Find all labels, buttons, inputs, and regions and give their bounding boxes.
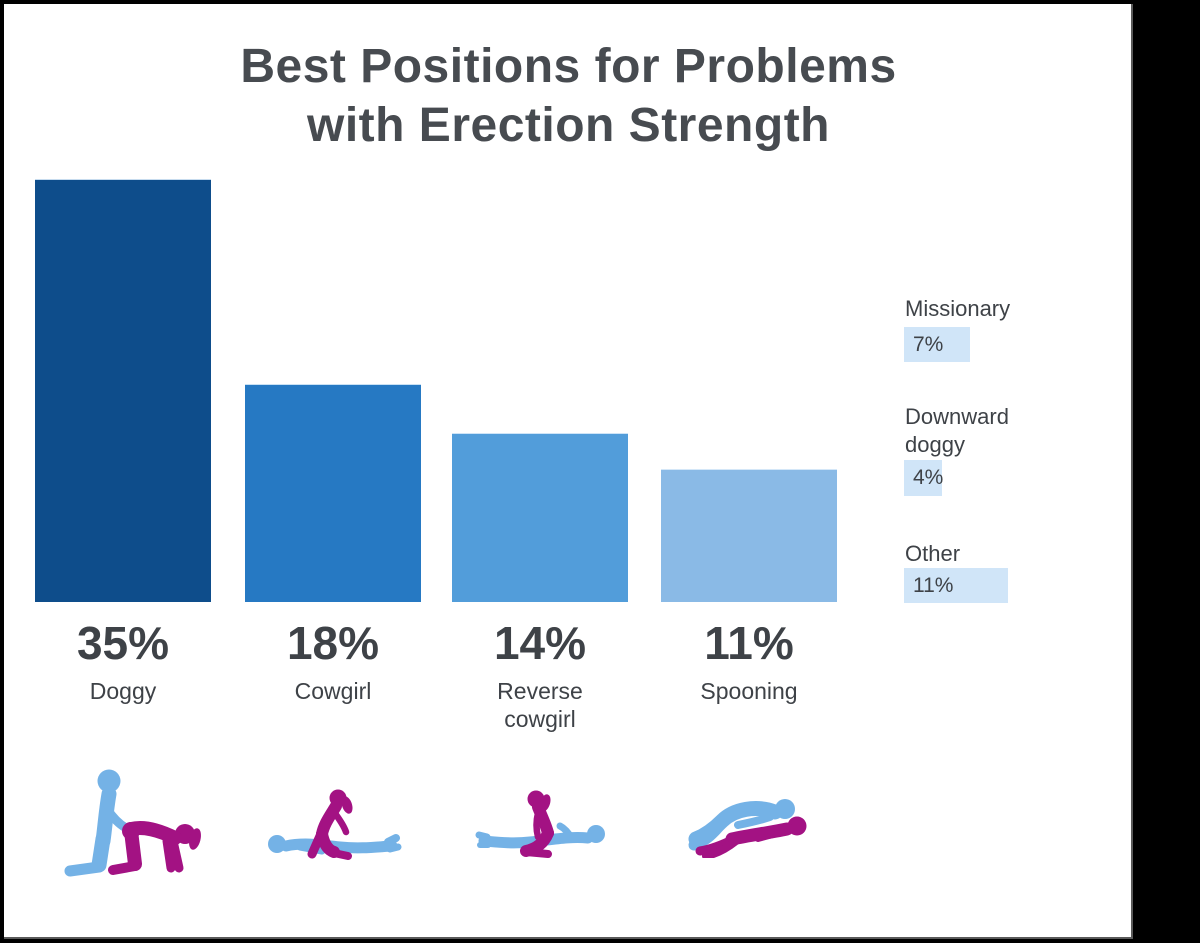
chart-title-line1: Best Positions for Problems [240,40,897,93]
legend-label-missionary: Missionary [905,296,1011,321]
male-figure [475,822,605,849]
cowgirl-position-icon [268,789,402,860]
legend-value-missionary: 7% [913,333,944,356]
value-label-cowgirl: 18% [286,617,380,669]
value-label-spooning: 11% [704,617,794,669]
doggy-position-icon [64,769,201,877]
chart-title-line2: with Erection Strength [306,99,830,152]
category-label-reverse-cowgirl: Reverse cowgirl [497,678,583,732]
legend-value-downward-doggy: 4% [913,466,944,489]
category-label-cowgirl: Cowgirl [294,678,372,704]
female-figure [108,821,201,875]
legend-label-downward-doggy: Downward doggy [905,404,1009,457]
spooning-position-icon [688,799,807,858]
category-label-spooning: Spooning [700,678,798,704]
legend-chip-other: 11% [904,568,1008,603]
bar-spooning [661,468,837,602]
value-label-reverse-cowgirl: 14% [493,617,587,669]
legend-chip-missionary: 7% [904,327,971,362]
female-figure [695,816,807,858]
male-figure [688,799,795,851]
bar-reverse-cowgirl [452,432,628,602]
legend-value-other: 11% [913,574,954,597]
bar-doggy [35,178,211,602]
female-figure [520,790,554,858]
reverse-cowgirl-position-icon [475,790,605,858]
infographic-page: Best Positions for Problems with Erectio… [4,4,1133,939]
chart-title: Best Positions for Problems with Erectio… [4,37,1133,155]
legend-label-other: Other [905,541,961,566]
category-label-doggy: Doggy [89,678,157,704]
value-label-doggy: 35% [76,617,170,669]
legend-chip-downward-doggy: 4% [904,460,944,496]
male-figure [64,769,131,877]
female-figure [307,789,353,860]
bar-cowgirl [245,384,421,602]
